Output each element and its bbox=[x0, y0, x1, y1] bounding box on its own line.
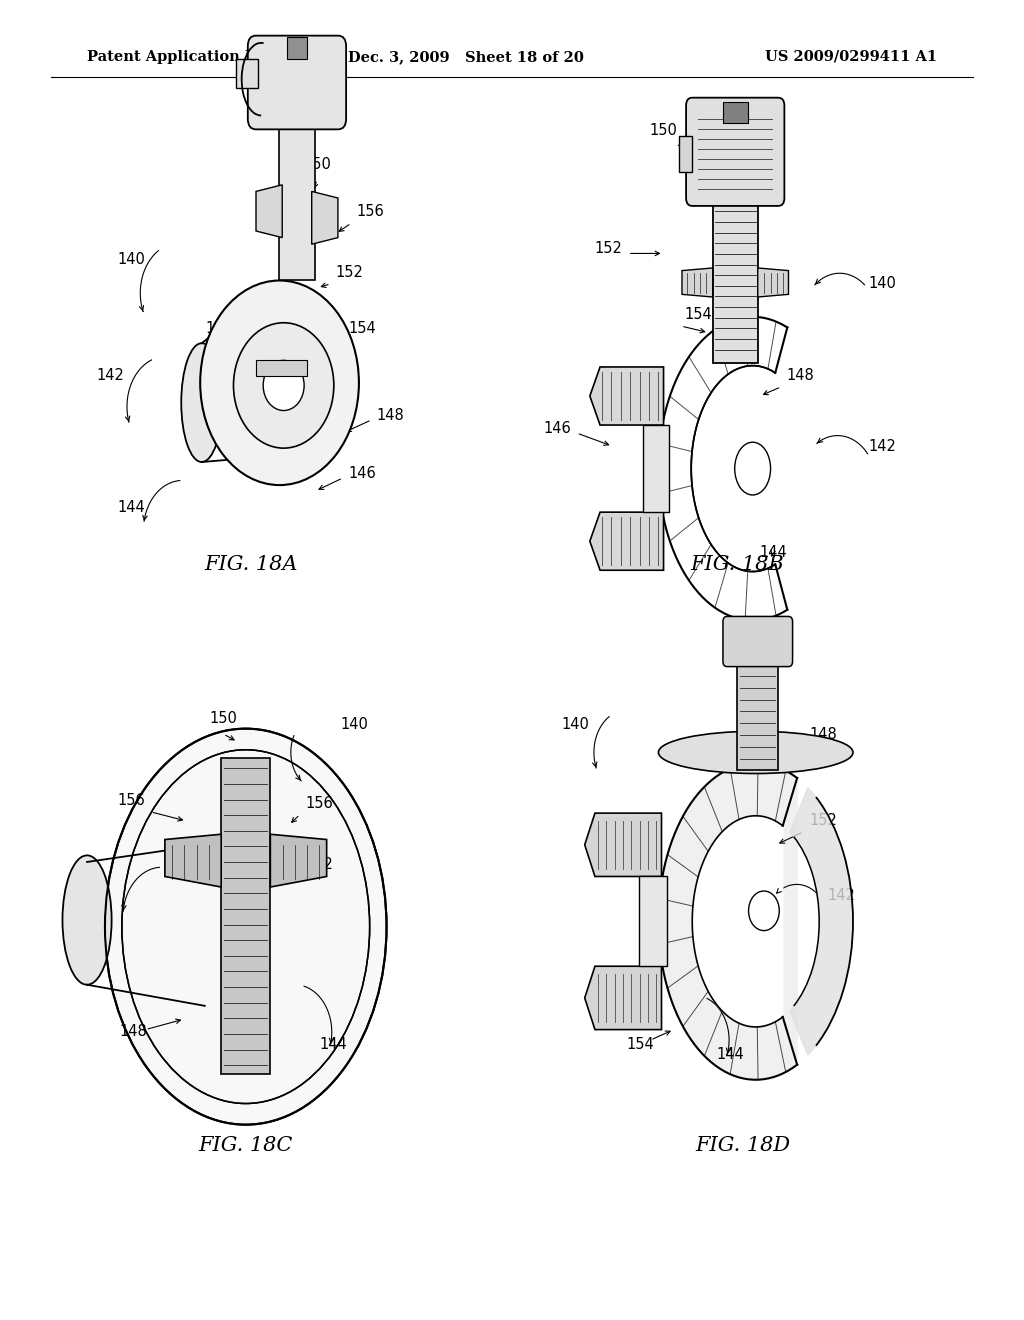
Text: 148: 148 bbox=[119, 1024, 147, 1039]
Text: 140: 140 bbox=[117, 252, 145, 267]
Text: 152: 152 bbox=[336, 265, 364, 280]
Text: 144: 144 bbox=[717, 1047, 744, 1061]
Polygon shape bbox=[713, 198, 758, 363]
Text: 152: 152 bbox=[809, 813, 837, 828]
Text: FIG. 18C: FIG. 18C bbox=[199, 1137, 293, 1155]
Polygon shape bbox=[790, 788, 853, 1055]
Text: 142: 142 bbox=[83, 888, 111, 903]
Text: 148: 148 bbox=[809, 727, 837, 742]
Text: 154: 154 bbox=[626, 1038, 654, 1052]
Polygon shape bbox=[585, 966, 662, 1030]
Polygon shape bbox=[590, 367, 664, 425]
Text: 140: 140 bbox=[340, 717, 368, 731]
Text: 142: 142 bbox=[827, 888, 855, 903]
Text: 156: 156 bbox=[206, 321, 233, 335]
Text: 150: 150 bbox=[209, 711, 238, 726]
Text: 156: 156 bbox=[118, 793, 145, 808]
Ellipse shape bbox=[263, 360, 304, 411]
Polygon shape bbox=[221, 758, 270, 1074]
Polygon shape bbox=[236, 59, 258, 88]
Text: 140: 140 bbox=[561, 717, 590, 731]
Ellipse shape bbox=[201, 281, 359, 486]
Polygon shape bbox=[737, 657, 778, 770]
Polygon shape bbox=[691, 366, 775, 572]
Ellipse shape bbox=[181, 343, 222, 462]
Text: 156: 156 bbox=[356, 205, 384, 219]
Text: 148: 148 bbox=[786, 368, 814, 383]
Text: 144: 144 bbox=[319, 1038, 347, 1052]
Polygon shape bbox=[643, 425, 669, 512]
Text: 156: 156 bbox=[756, 176, 783, 190]
Text: 140: 140 bbox=[868, 276, 896, 290]
Polygon shape bbox=[270, 834, 327, 887]
Ellipse shape bbox=[104, 729, 387, 1125]
Text: 154: 154 bbox=[348, 321, 376, 335]
Text: FIG. 18D: FIG. 18D bbox=[695, 1137, 790, 1155]
Polygon shape bbox=[758, 268, 788, 297]
Polygon shape bbox=[279, 125, 315, 280]
Text: Patent Application Publication: Patent Application Publication bbox=[87, 50, 339, 63]
Text: 144: 144 bbox=[117, 500, 145, 515]
Polygon shape bbox=[256, 185, 283, 238]
Polygon shape bbox=[165, 834, 221, 887]
Polygon shape bbox=[723, 102, 748, 123]
Text: 148: 148 bbox=[377, 408, 404, 422]
Polygon shape bbox=[658, 763, 797, 1080]
FancyBboxPatch shape bbox=[723, 616, 793, 667]
FancyBboxPatch shape bbox=[686, 98, 784, 206]
Ellipse shape bbox=[233, 323, 334, 449]
Text: 146: 146 bbox=[348, 466, 376, 480]
Text: 152: 152 bbox=[305, 857, 333, 871]
Text: US 2009/0299411 A1: US 2009/0299411 A1 bbox=[765, 50, 937, 63]
Ellipse shape bbox=[62, 855, 112, 985]
Polygon shape bbox=[585, 813, 662, 876]
Text: 144: 144 bbox=[760, 545, 787, 560]
Polygon shape bbox=[679, 136, 692, 172]
Ellipse shape bbox=[749, 891, 779, 931]
Text: 142: 142 bbox=[868, 440, 896, 454]
Ellipse shape bbox=[658, 731, 853, 774]
Text: Dec. 3, 2009   Sheet 18 of 20: Dec. 3, 2009 Sheet 18 of 20 bbox=[348, 50, 584, 63]
Text: FIG. 18A: FIG. 18A bbox=[204, 556, 298, 574]
Text: 156: 156 bbox=[305, 796, 333, 810]
Text: 154: 154 bbox=[684, 308, 712, 322]
Polygon shape bbox=[590, 512, 664, 570]
Polygon shape bbox=[256, 360, 307, 376]
Text: 150: 150 bbox=[303, 157, 332, 172]
FancyBboxPatch shape bbox=[248, 36, 346, 129]
Polygon shape bbox=[287, 37, 307, 59]
Text: 142: 142 bbox=[96, 368, 125, 383]
Polygon shape bbox=[311, 191, 338, 244]
Text: FIG. 18B: FIG. 18B bbox=[690, 556, 784, 574]
Text: 146: 146 bbox=[544, 421, 571, 436]
Text: 150: 150 bbox=[649, 123, 678, 137]
Polygon shape bbox=[682, 268, 713, 297]
Text: 152: 152 bbox=[595, 242, 623, 256]
Ellipse shape bbox=[735, 442, 770, 495]
Polygon shape bbox=[692, 816, 782, 1027]
Polygon shape bbox=[639, 876, 667, 966]
